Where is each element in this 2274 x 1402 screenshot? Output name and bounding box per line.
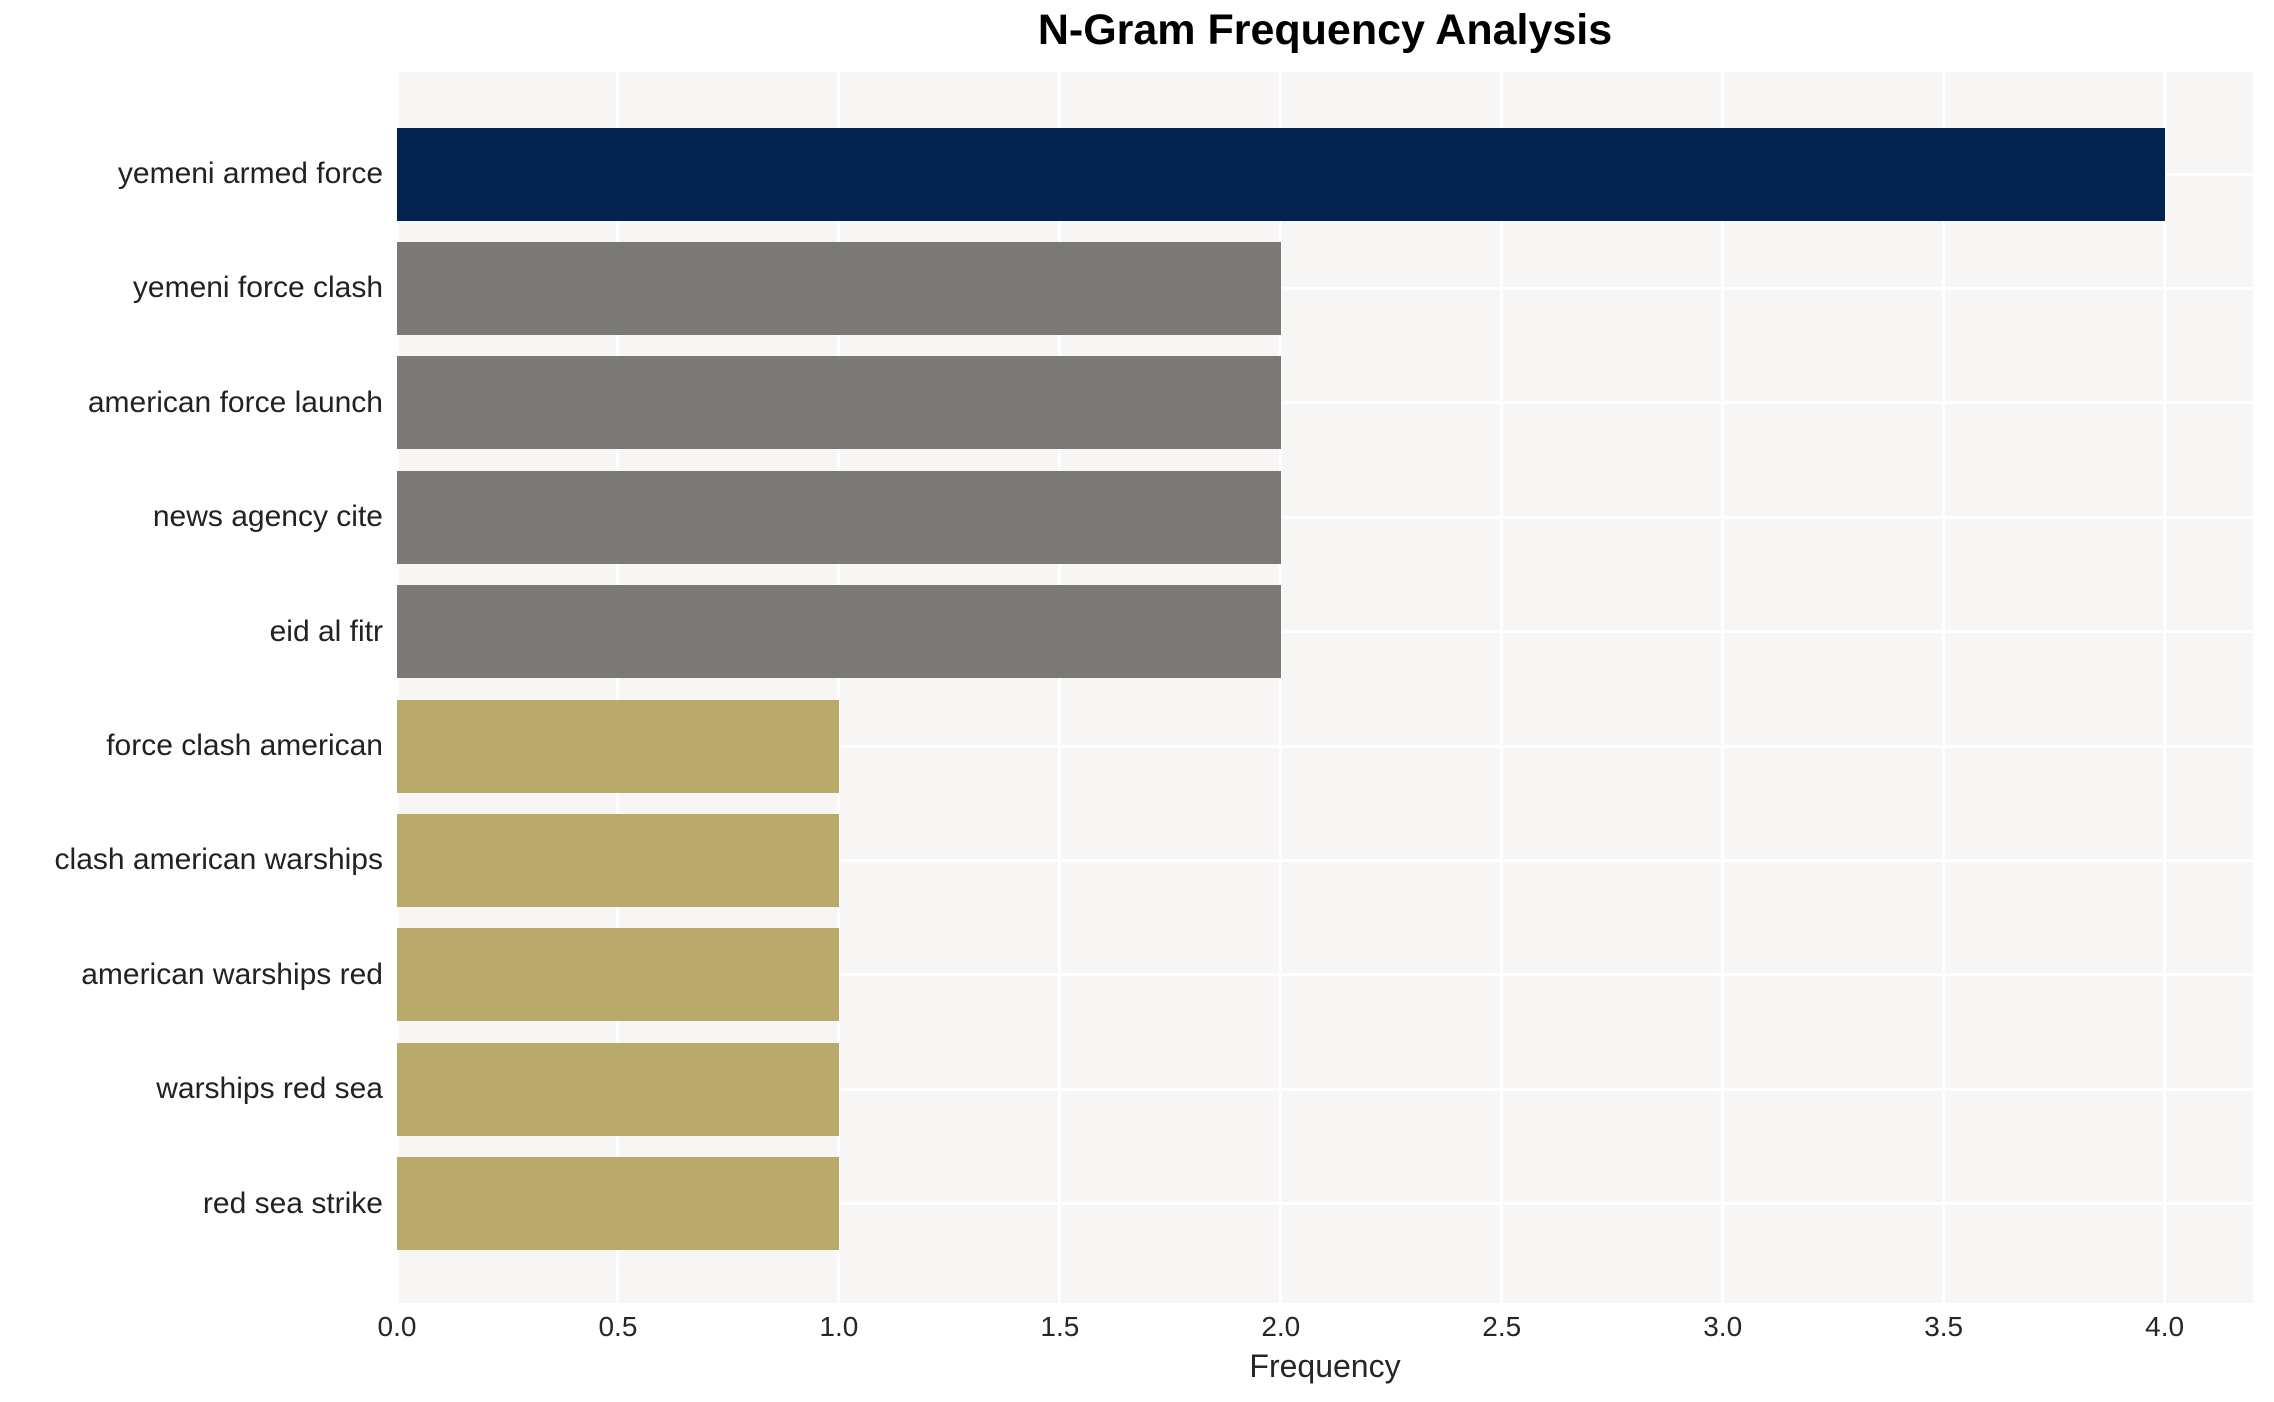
x-gridline (1721, 72, 1725, 1303)
bar (397, 1042, 839, 1136)
x-gridline (1279, 72, 1283, 1303)
y-tick-label: american warships red (81, 957, 383, 991)
x-gridline (616, 72, 620, 1303)
y-gridline (397, 858, 2253, 862)
y-gridline (397, 1087, 2253, 1091)
y-gridline (397, 973, 2253, 977)
bar (397, 928, 839, 1022)
bar (397, 813, 839, 907)
bar (397, 127, 2165, 221)
x-tick-label: 0.0 (377, 1311, 417, 1342)
y-gridline (397, 744, 2253, 748)
y-tick-label: yemeni armed force (117, 157, 383, 190)
y-tick-label: force clash american (106, 729, 383, 762)
bar (397, 356, 1281, 450)
y-tick-label: news agency cite (152, 500, 383, 534)
x-gridline (1058, 72, 1062, 1303)
y-gridline (397, 630, 2253, 634)
x-tick-label: 1.0 (819, 1311, 859, 1342)
bar (397, 1157, 839, 1251)
x-tick-label: 2.5 (1482, 1311, 1522, 1342)
y-tick-label: american force launch (87, 385, 383, 419)
x-tick-label: 4.0 (2145, 1311, 2185, 1342)
x-gridline (837, 72, 841, 1303)
chart-title: N-Gram Frequency Analysis (1037, 6, 1613, 54)
bar (397, 241, 1281, 335)
y-tick-label: eid al fitr (269, 614, 383, 648)
x-tick-label: 1.5 (1040, 1311, 1080, 1342)
x-gridline (395, 72, 399, 1303)
x-tick-label: 0.5 (598, 1311, 638, 1342)
x-gridline (1942, 72, 1946, 1303)
x-tick-label: 3.0 (1703, 1311, 1743, 1342)
y-gridline (397, 1202, 2253, 1206)
x-tick-label: 3.5 (1924, 1311, 1964, 1342)
y-tick-label: warships red sea (156, 1072, 383, 1106)
bar (397, 470, 1281, 564)
x-axis-title: Frequency (1249, 1348, 1401, 1384)
bar (397, 585, 1281, 679)
y-tick-label: yemeni force clash (132, 271, 383, 305)
y-gridline (397, 286, 2253, 290)
y-tick-label: clash american warships (54, 843, 383, 877)
y-gridline (397, 515, 2253, 519)
x-gridline (2163, 72, 2167, 1303)
bar (397, 699, 839, 793)
y-tick-label: red sea strike (202, 1186, 383, 1220)
x-tick-label: 2.0 (1261, 1311, 1301, 1342)
x-gridline (1500, 72, 1504, 1303)
y-gridline (397, 401, 2253, 405)
